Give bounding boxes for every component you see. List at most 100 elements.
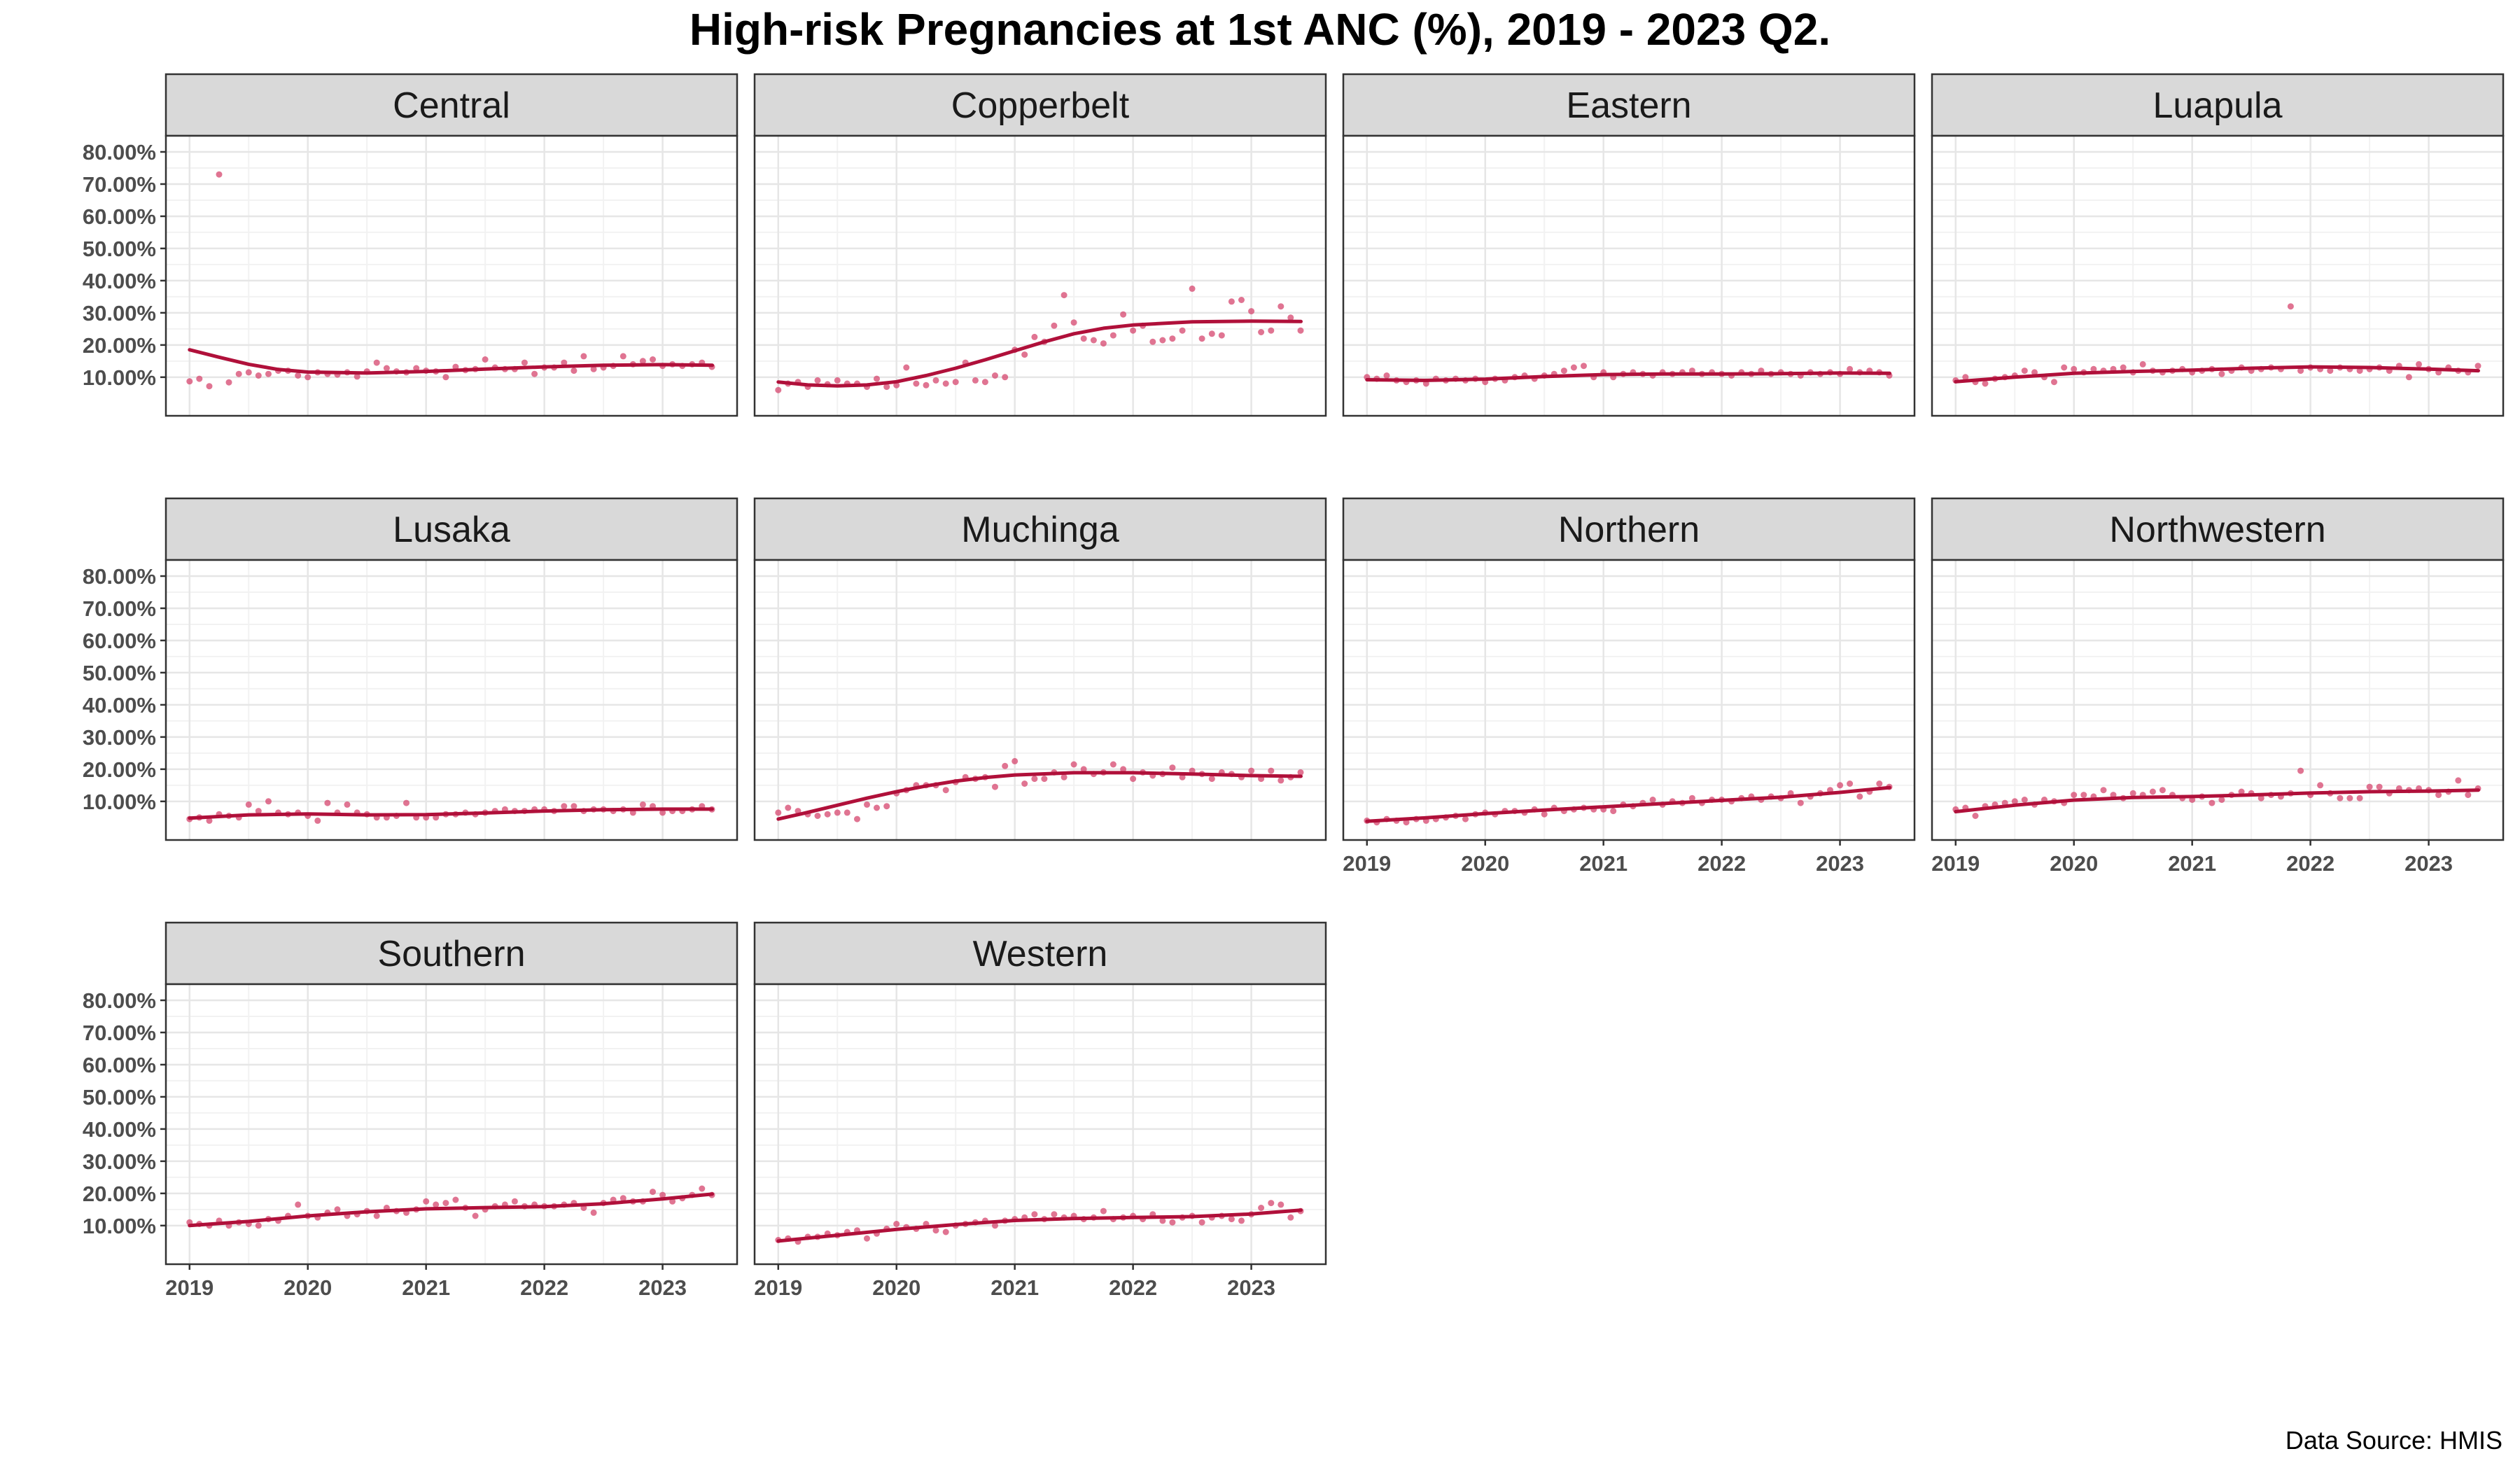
data-point — [1560, 368, 1567, 374]
data-point — [1179, 327, 1186, 334]
data-point — [1208, 776, 1215, 783]
data-point — [511, 1198, 518, 1205]
data-point — [2218, 797, 2225, 803]
data-point — [1189, 285, 1196, 292]
data-point — [1041, 776, 1048, 783]
x-tick-label: 2020 — [284, 1275, 332, 1300]
data-point — [1100, 340, 1107, 347]
data-point — [1962, 374, 1969, 381]
data-point — [2051, 379, 2057, 386]
facet-strip — [164, 497, 738, 561]
x-tick-label: 2023 — [638, 1275, 687, 1300]
data-point — [423, 1198, 430, 1205]
data-point — [1258, 329, 1265, 335]
trend-line — [1954, 365, 2480, 384]
data-point — [992, 783, 998, 790]
x-tick-label: 2022 — [1698, 851, 1746, 876]
data-point — [482, 356, 489, 363]
facet-strip — [753, 73, 1327, 137]
x-tick-label: 2023 — [1816, 851, 1864, 876]
data-point — [570, 368, 578, 374]
trend-line — [1954, 788, 2480, 813]
y-tick-label: 40.00% — [83, 693, 156, 718]
data-point — [1159, 1217, 1166, 1224]
y-tick-label: 60.00% — [83, 204, 156, 229]
data-point — [864, 801, 870, 808]
x-tick-label: 2019 — [1343, 851, 1391, 876]
x-tick-label: 2023 — [1227, 1275, 1275, 1300]
data-point — [2337, 794, 2344, 802]
data-point — [992, 372, 998, 379]
data-point — [433, 1201, 440, 1208]
facet-western: Western 2019 2020 2021 2022 2023 — [753, 921, 1327, 1300]
data-point — [1248, 767, 1255, 774]
data-point — [383, 365, 390, 372]
data-point — [1228, 298, 1235, 305]
y-tick-label: 10.00% — [83, 790, 156, 814]
facet-central: Central 10.00% 20.00% 30.00% 40.00% 50.00% 60.… — [83, 73, 738, 417]
data-point — [1011, 757, 1018, 764]
data-point — [2297, 767, 2304, 774]
data-point — [2139, 360, 2146, 368]
data-point — [1031, 1211, 1038, 1218]
x-tick-label: 2023 — [2404, 851, 2453, 876]
data-point — [265, 798, 272, 805]
panel-border — [753, 983, 1327, 1266]
chart-title: High-risk Pregnancies at 1st ANC (%), 20… — [690, 4, 1830, 55]
x-tick-label: 2021 — [1579, 851, 1628, 876]
data-point — [2317, 782, 2324, 789]
data-source-label: Data Source: HMIS — [2286, 1426, 2502, 1455]
y-tick-label: 20.00% — [83, 757, 156, 782]
data-point — [354, 373, 360, 380]
data-point — [1847, 780, 1854, 787]
facet-strip — [1931, 73, 2505, 137]
data-point — [620, 353, 626, 360]
data-point — [952, 379, 959, 386]
data-point — [1130, 327, 1137, 334]
trend-line — [776, 1208, 1303, 1243]
data-point — [1031, 776, 1038, 783]
y-tick-label: 20.00% — [83, 1182, 156, 1206]
data-point — [314, 817, 321, 824]
data-point — [1287, 1214, 1294, 1221]
data-point — [932, 1227, 939, 1234]
y-tick-label: 60.00% — [83, 1053, 156, 1077]
data-point — [1120, 311, 1127, 318]
data-point — [893, 1221, 900, 1227]
data-point — [2238, 788, 2245, 795]
data-point — [1876, 780, 1883, 787]
facet-strip-label: Southern — [377, 934, 525, 974]
data-point — [2258, 794, 2264, 802]
data-point — [1856, 793, 1863, 800]
data-point — [1258, 1205, 1265, 1211]
data-point — [1383, 372, 1390, 379]
data-point — [2031, 369, 2038, 376]
data-point — [245, 801, 252, 808]
data-point — [942, 1228, 949, 1236]
panel-border — [164, 983, 738, 1266]
data-point — [2376, 783, 2383, 790]
data-point — [785, 804, 792, 811]
data-point — [1021, 780, 1028, 787]
data-point — [1060, 774, 1068, 780]
data-point — [2405, 374, 2412, 381]
data-point — [1972, 813, 1979, 819]
x-tick-label: 2019 — [165, 1275, 214, 1300]
data-point — [1238, 297, 1245, 303]
facet-luapula: Luapula — [1931, 73, 2505, 417]
data-point — [1159, 337, 1166, 344]
data-point — [2061, 364, 2068, 371]
data-point — [1169, 764, 1176, 771]
data-point — [1287, 314, 1294, 321]
data-point — [1570, 364, 1577, 371]
panel-background — [755, 136, 1326, 416]
data-point — [699, 1185, 706, 1192]
facet-strip-label: Copperbelt — [951, 85, 1130, 126]
facet-northern: Northern 2019 2020 2021 2022 2023 — [1342, 497, 1916, 876]
data-point — [1208, 330, 1215, 337]
data-point — [2297, 368, 2304, 374]
trend-line — [776, 771, 1303, 821]
data-point — [854, 816, 860, 822]
data-point — [1149, 338, 1156, 345]
data-point — [1198, 335, 1205, 342]
